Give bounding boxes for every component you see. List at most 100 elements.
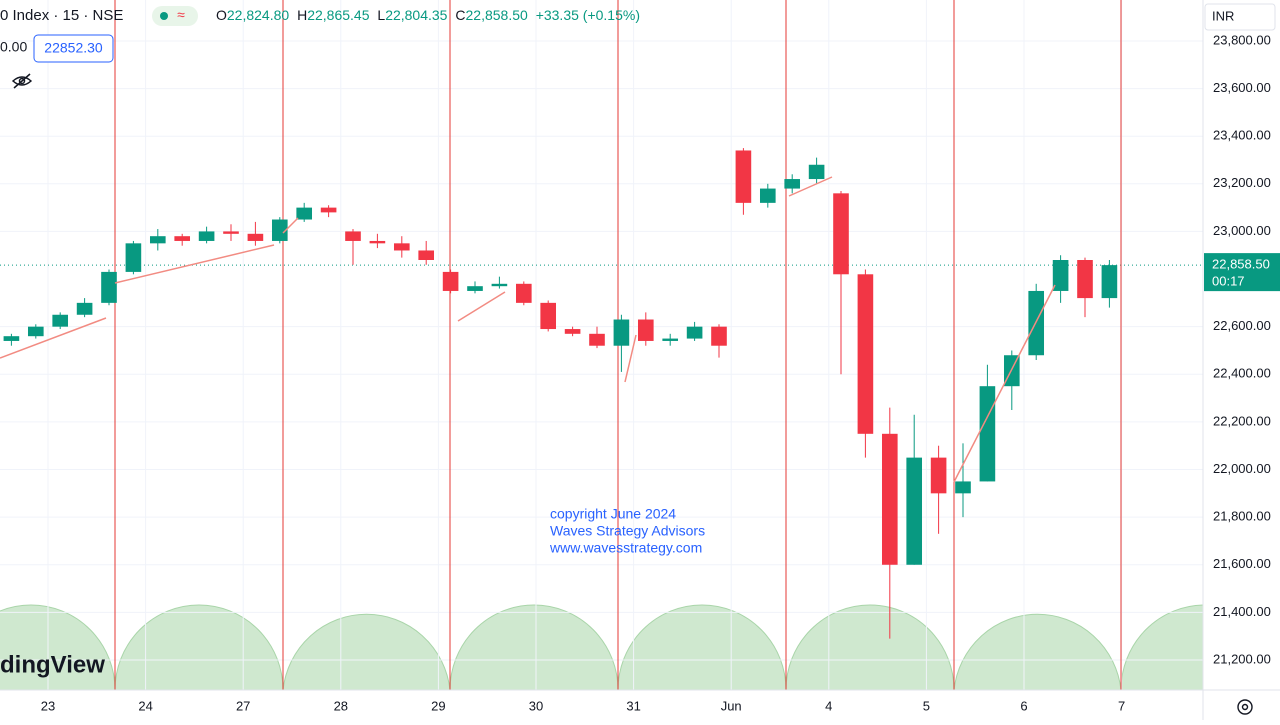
candle-body [857,274,874,434]
candle-body [881,433,898,565]
candle-body [52,314,69,327]
candle-body [955,481,971,494]
y-tick-label: 23,000.00 [1213,223,1271,238]
left-value: 0.00 [0,39,27,55]
candle-body [101,271,117,303]
candle-body [345,231,361,241]
x-tick-label: 31 [626,698,640,713]
candle-body [686,326,703,339]
y-tick-label: 22,000.00 [1213,461,1271,476]
settings-icon[interactable] [1237,699,1253,715]
candle-body [320,207,337,213]
candle-body [711,326,727,346]
plot-background [0,604,1203,690]
currency-box[interactable] [1204,3,1276,31]
candle-body [1077,260,1093,299]
x-tick-label: 27 [236,698,250,713]
y-tick-label: 23,200.00 [1213,175,1271,190]
candle-body [271,219,288,241]
change: +33.35 (+0.15%) [536,7,640,23]
candle-body [418,250,435,260]
candle-body [906,457,923,565]
candle-body [540,302,557,330]
y-tick-label: 21,600.00 [1213,556,1271,571]
candle-body [174,236,191,241]
y-tick-label: 21,400.00 [1213,604,1271,619]
y-tick-label: 23,600.00 [1213,80,1271,95]
candle-body [467,286,483,291]
trend-lines [0,176,1056,483]
candle-body [223,231,239,234]
candle-body [515,283,532,303]
status-icon: ≈ [177,7,185,23]
candle-body [3,336,20,341]
candle-body [930,457,947,494]
candle-body [979,386,996,482]
candle-body [296,207,313,220]
currency: INR [1212,8,1234,23]
candle-body [198,231,215,241]
copyright-line: copyright June 2024 [550,506,676,522]
x-tick-label: 29 [431,698,445,713]
x-tick-label: 24 [138,698,152,713]
x-tick-label: Jun [721,698,742,713]
high: 22,865.45 [307,7,369,23]
last-price-label: 22,858.50 [1212,257,1270,272]
y-tick-label: 22,400.00 [1213,366,1271,381]
time-axis[interactable] [0,690,1203,720]
x-tick-label: 5 [923,698,930,713]
candle-body [589,333,605,346]
candle-body [76,302,93,315]
candle-body [491,283,508,287]
candle-body [613,319,630,346]
candle-body [564,329,581,334]
x-tick-label: 6 [1020,698,1027,713]
candle-body [662,338,679,341]
copyright-line: www.wavesstrategy.com [549,540,702,556]
status-pill[interactable] [152,6,198,26]
candle-body [393,243,410,251]
candle-body [27,326,44,337]
candle-body [247,233,264,241]
low: 22,804.35 [385,7,447,23]
open: 22,824.80 [227,7,289,23]
countdown: 00:17 [1212,274,1245,289]
ohlc-legend: O22,824.80 H22,865.45 L22,804.35 C22,858… [216,7,640,23]
candle-body [759,188,776,203]
copyright-line: Waves Strategy Advisors [550,523,705,539]
candle-body [1101,265,1118,299]
y-tick-label: 22,600.00 [1213,318,1271,333]
y-tick-label: 22,200.00 [1213,413,1271,428]
o-label: O [216,7,227,23]
watermark: dingView [0,651,105,678]
y-tick-label: 21,800.00 [1213,509,1271,524]
symbol[interactable]: 0 Index · 15 · NSE [0,7,123,24]
box-value: 22852.30 [44,40,103,56]
y-tick-label: 23,400.00 [1213,128,1271,143]
copyright: copyright June 2024 Waves Strategy Advis… [549,506,705,556]
candle-body [784,179,801,189]
x-tick-label: 30 [529,698,543,713]
candle-body [149,236,166,244]
h-label: H [297,7,307,23]
candle-body [637,319,654,341]
value-box[interactable] [33,34,114,63]
c-label: C [455,7,465,23]
candle-body [808,164,825,180]
candle-body [125,243,142,272]
status-dot [160,12,168,20]
y-tick-label: 21,200.00 [1213,651,1271,666]
candle-body [369,240,386,244]
candle-body [442,271,459,291]
cycle-arcs [0,604,1203,690]
l-label: L [377,7,385,23]
x-tick-label: 7 [1118,698,1125,713]
price-axis[interactable] [1203,0,1280,720]
last-price-tag [1204,253,1280,292]
hide-icon[interactable] [11,73,33,89]
candle-body [833,193,849,275]
y-tick-label: 23,800.00 [1213,32,1271,47]
candle-body [735,150,752,203]
